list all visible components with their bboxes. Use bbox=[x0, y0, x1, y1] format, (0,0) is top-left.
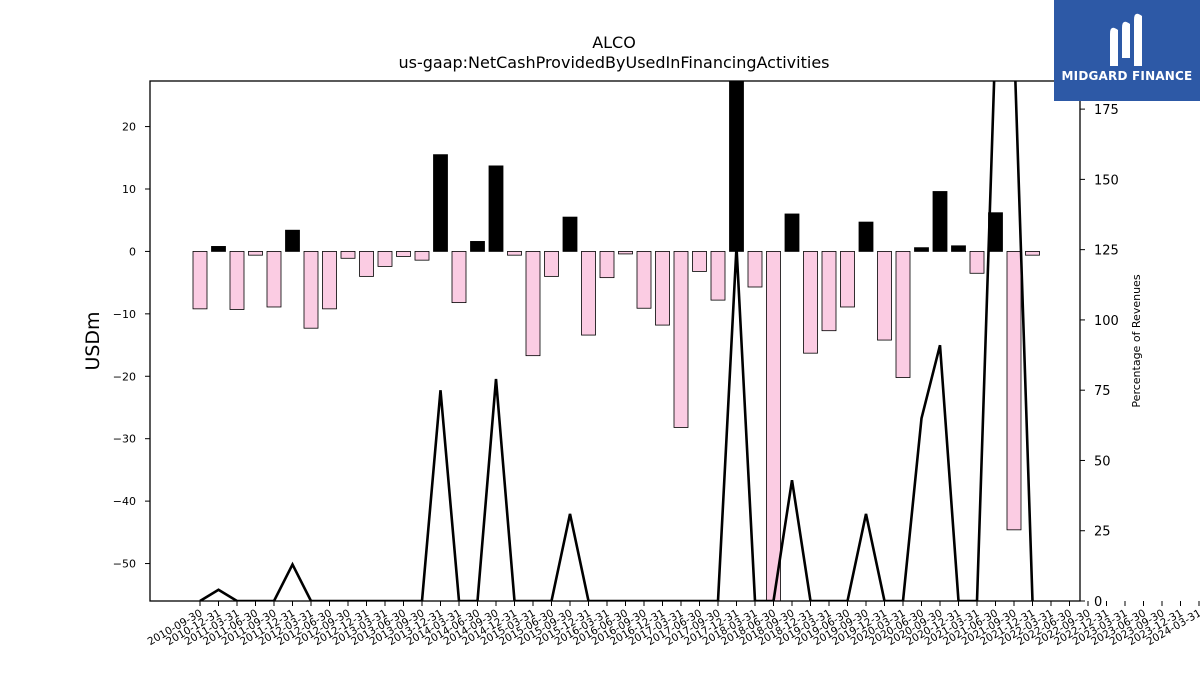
y-tick-label: 10 bbox=[122, 183, 136, 196]
bar bbox=[211, 246, 226, 252]
bar bbox=[322, 251, 337, 310]
bar bbox=[655, 251, 670, 326]
bar bbox=[618, 251, 633, 255]
y2-tick-label: 175 bbox=[1094, 103, 1119, 118]
bar bbox=[766, 251, 781, 601]
y-tick-label: −40 bbox=[113, 495, 136, 508]
bar bbox=[895, 251, 911, 378]
bar bbox=[821, 251, 837, 332]
bar bbox=[1006, 251, 1022, 531]
bar bbox=[692, 251, 707, 272]
bar bbox=[303, 251, 319, 329]
y2-axis-label: Percentage of Revenues bbox=[1130, 274, 1143, 407]
y2-tick-label: 75 bbox=[1094, 384, 1111, 399]
bar bbox=[544, 251, 559, 277]
bar bbox=[396, 251, 411, 257]
bar bbox=[951, 245, 966, 252]
bar bbox=[636, 251, 652, 309]
bar bbox=[192, 251, 208, 310]
bar bbox=[562, 216, 578, 252]
y2-tick-label: 100 bbox=[1094, 314, 1119, 329]
bar bbox=[433, 154, 448, 252]
bar bbox=[248, 251, 263, 256]
bar bbox=[581, 251, 596, 336]
bar bbox=[840, 251, 855, 308]
bar bbox=[488, 165, 504, 252]
bar bbox=[673, 251, 689, 428]
bar bbox=[803, 251, 818, 354]
bar-series bbox=[192, 81, 1040, 601]
bar bbox=[784, 213, 800, 252]
bar bbox=[470, 241, 485, 252]
bar bbox=[266, 251, 282, 308]
y-tick-label: −20 bbox=[113, 370, 136, 383]
bar bbox=[507, 251, 522, 256]
chart-subtitle: us-gaap:NetCashProvidedByUsedInFinancing… bbox=[398, 53, 829, 72]
y-tick-label: −10 bbox=[113, 308, 136, 321]
y-tick-label: 0 bbox=[129, 245, 136, 258]
bar bbox=[229, 251, 245, 310]
y-tick-label: 20 bbox=[122, 121, 136, 134]
y-tick-label: −50 bbox=[113, 558, 136, 571]
y2-tick-label: 125 bbox=[1094, 244, 1119, 259]
brand-logo: MIDGARD FINANCE bbox=[1054, 0, 1200, 101]
bar bbox=[710, 251, 726, 301]
bar bbox=[285, 229, 300, 252]
bar bbox=[969, 251, 985, 274]
bar bbox=[359, 251, 374, 277]
y2-tick-label: 50 bbox=[1094, 454, 1111, 469]
bar bbox=[877, 251, 892, 341]
y-tick-label: −30 bbox=[113, 433, 136, 446]
axes: 20100−10−20−30−40−5002550751001251501752… bbox=[113, 80, 1200, 648]
bar bbox=[914, 247, 929, 252]
bar bbox=[414, 251, 430, 261]
chart-title: ALCO bbox=[592, 33, 636, 52]
bar bbox=[858, 221, 874, 252]
bar bbox=[747, 251, 763, 288]
bar bbox=[525, 251, 541, 357]
y2-tick-label: 25 bbox=[1094, 525, 1111, 540]
bar bbox=[729, 81, 744, 252]
bar bbox=[1025, 251, 1040, 256]
brand-name: MIDGARD FINANCE bbox=[1061, 69, 1193, 83]
bar bbox=[377, 251, 393, 267]
y-axis-label: USDm bbox=[82, 311, 104, 370]
bar bbox=[599, 251, 615, 279]
plot-frame bbox=[149, 80, 1081, 602]
bar bbox=[451, 251, 467, 304]
bar bbox=[932, 191, 948, 252]
bar bbox=[340, 251, 356, 259]
y2-tick-label: 0 bbox=[1094, 595, 1102, 610]
midgard-logo-icon bbox=[1110, 13, 1142, 66]
y2-tick-label: 150 bbox=[1094, 173, 1119, 188]
